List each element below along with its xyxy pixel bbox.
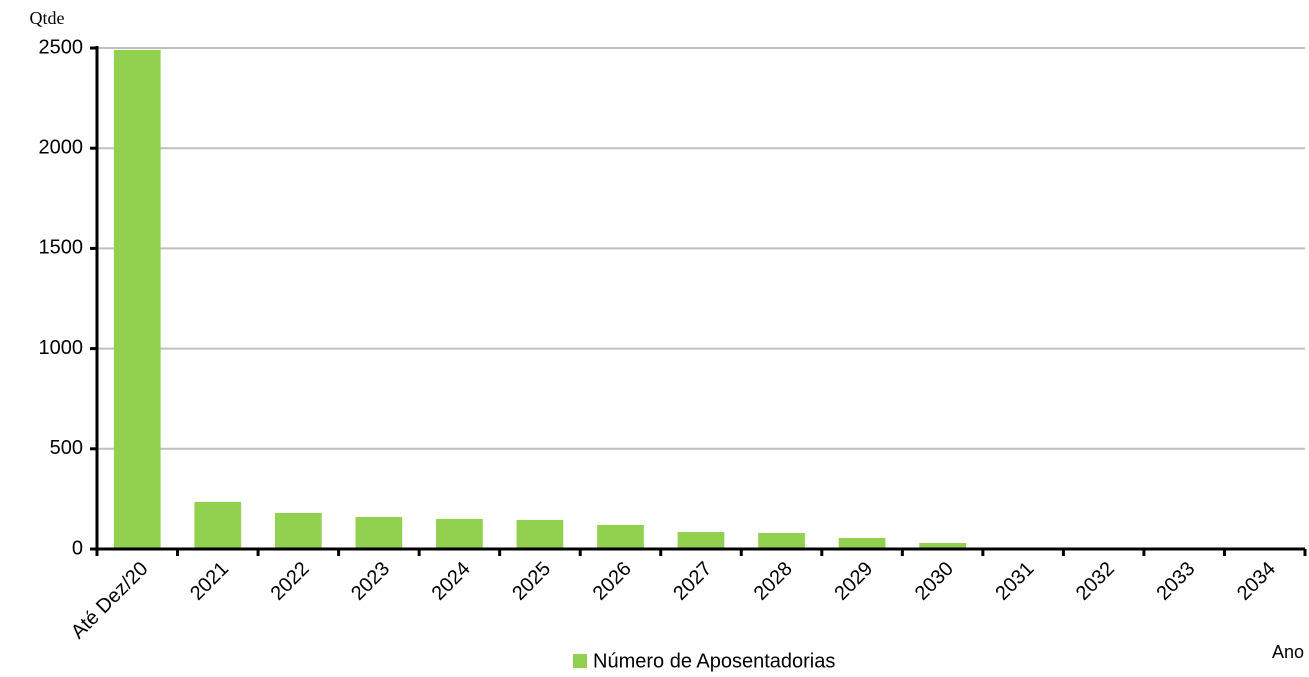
x-tick-label: 2031 [991,558,1038,605]
y-tick-label: 2500 [39,36,84,58]
bar [436,518,483,549]
y-tick-label: 2000 [39,136,84,158]
y-axis-label: Qtde [30,8,65,28]
bar [355,516,403,549]
bar [274,512,322,549]
bar [113,50,161,550]
bar [597,524,644,549]
x-tick-label: 2034 [1233,558,1280,605]
bar [194,501,242,549]
bar [758,532,805,549]
y-tick-label: 0 [72,537,83,559]
y-tick-label: 1500 [39,237,84,259]
x-tick-label: 2029 [830,558,877,605]
bar [838,537,886,549]
x-tick-label: 2022 [267,558,314,605]
legend-swatch [573,654,587,668]
bar [516,519,564,549]
x-tick-label: 2026 [589,558,636,605]
x-tick-label: 2028 [750,558,797,605]
bar [919,542,966,549]
x-tick-label: 2027 [669,558,716,605]
legend-label: Número de Aposentadorias [593,650,835,672]
x-tick-label: 2032 [1072,558,1119,605]
x-tick-label: 2033 [1152,558,1199,605]
x-tick-label: 2021 [186,558,233,605]
x-axis-label: Ano [1272,642,1304,662]
x-tick-label: 2024 [428,558,475,605]
x-tick-label: 2025 [508,558,555,605]
y-tick-label: 1000 [39,337,84,359]
x-tick-label: 2023 [347,558,394,605]
x-tick-label: Até Dez/20 [67,558,153,644]
x-tick-label: 2030 [911,558,958,605]
bar [677,531,725,549]
y-tick-label: 500 [50,437,83,459]
